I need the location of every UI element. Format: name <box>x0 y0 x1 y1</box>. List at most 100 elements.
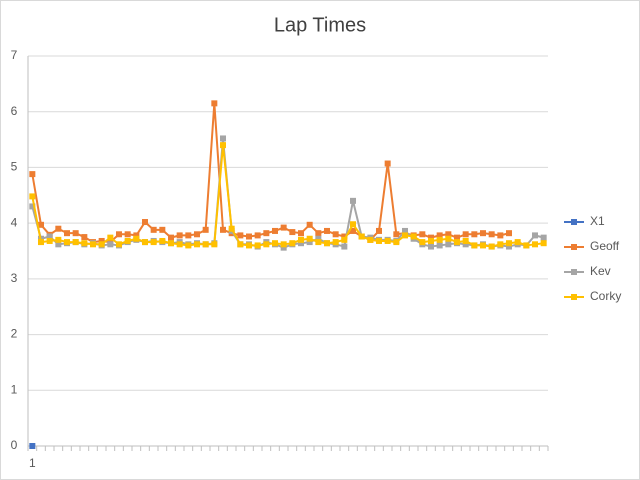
point-marker <box>436 232 443 239</box>
point-marker <box>384 160 391 167</box>
point-marker <box>220 142 226 149</box>
point-marker <box>237 232 244 239</box>
point-marker <box>532 241 538 248</box>
point-marker <box>488 243 495 250</box>
point-marker <box>341 243 348 250</box>
point-marker <box>428 243 434 250</box>
point-marker <box>46 237 53 244</box>
point-marker <box>72 230 79 237</box>
point-marker <box>289 240 296 247</box>
point-marker <box>428 237 434 244</box>
point-marker <box>358 233 365 240</box>
point-marker <box>332 231 339 238</box>
point-marker <box>419 239 426 246</box>
point-marker <box>142 239 148 246</box>
point-marker <box>29 443 36 449</box>
point-marker <box>194 241 200 248</box>
point-marker <box>350 221 356 228</box>
point-marker <box>497 232 504 239</box>
point-marker <box>393 239 400 246</box>
point-marker <box>116 231 122 238</box>
legend-marker <box>571 244 577 250</box>
point-marker <box>272 227 278 234</box>
point-marker <box>540 234 547 241</box>
point-marker <box>29 171 36 178</box>
point-marker <box>90 241 96 248</box>
point-marker <box>211 100 218 107</box>
point-marker <box>289 229 296 236</box>
point-marker <box>332 239 339 246</box>
point-marker <box>384 237 391 244</box>
point-marker <box>454 234 460 241</box>
point-marker <box>419 231 426 238</box>
point-marker <box>55 225 62 232</box>
point-marker <box>341 236 348 243</box>
point-marker <box>72 239 79 246</box>
point-marker <box>436 242 443 249</box>
point-marker <box>540 240 547 247</box>
point-marker <box>254 242 261 249</box>
point-marker <box>471 242 478 249</box>
point-marker <box>237 241 244 248</box>
point-marker <box>254 232 261 239</box>
point-marker <box>298 230 304 237</box>
point-marker <box>532 232 538 239</box>
legend-label: Corky <box>590 289 621 303</box>
y-tick-label: 3 <box>11 271 18 285</box>
point-marker <box>445 235 452 242</box>
point-marker <box>64 239 70 246</box>
point-marker <box>445 231 452 238</box>
point-marker <box>324 227 330 234</box>
point-marker <box>272 240 278 247</box>
point-marker <box>462 241 469 248</box>
point-marker <box>46 233 53 240</box>
chart-title: Lap Times <box>274 14 366 36</box>
point-marker <box>488 231 495 238</box>
point-marker <box>124 237 131 244</box>
point-marker <box>454 239 460 246</box>
point-marker <box>124 231 131 238</box>
point-marker <box>514 239 521 246</box>
point-marker <box>176 232 183 239</box>
point-marker <box>445 241 452 248</box>
point-marker <box>150 239 157 246</box>
point-marker <box>38 239 44 246</box>
point-marker <box>159 237 166 244</box>
legend-marker <box>571 269 577 275</box>
point-marker <box>324 240 330 247</box>
point-marker <box>306 235 313 242</box>
point-marker <box>506 240 512 247</box>
point-marker <box>393 231 400 238</box>
legend-label: Geoff <box>590 239 620 253</box>
point-marker <box>185 232 192 239</box>
point-marker <box>29 203 36 210</box>
point-marker <box>315 230 322 237</box>
x-tick-label: 1 <box>29 456 36 470</box>
point-marker <box>315 235 322 242</box>
point-marker <box>202 241 209 248</box>
point-marker <box>29 193 36 200</box>
point-marker <box>64 230 70 237</box>
point-marker <box>315 239 322 246</box>
point-marker <box>107 241 114 248</box>
point-marker <box>263 241 270 248</box>
point-marker <box>376 227 382 234</box>
point-marker <box>402 232 408 239</box>
legend-marker <box>571 219 577 225</box>
point-marker <box>142 219 148 226</box>
point-marker <box>185 242 192 249</box>
point-marker <box>55 236 62 243</box>
y-tick-label: 6 <box>11 104 18 118</box>
point-marker <box>497 241 504 248</box>
point-marker <box>341 233 348 240</box>
point-marker <box>98 241 105 248</box>
point-marker <box>350 227 356 234</box>
point-marker <box>133 235 140 242</box>
point-marker <box>168 234 174 241</box>
point-marker <box>211 241 218 248</box>
point-marker <box>280 241 287 248</box>
point-marker <box>462 231 469 238</box>
point-marker <box>194 231 200 238</box>
